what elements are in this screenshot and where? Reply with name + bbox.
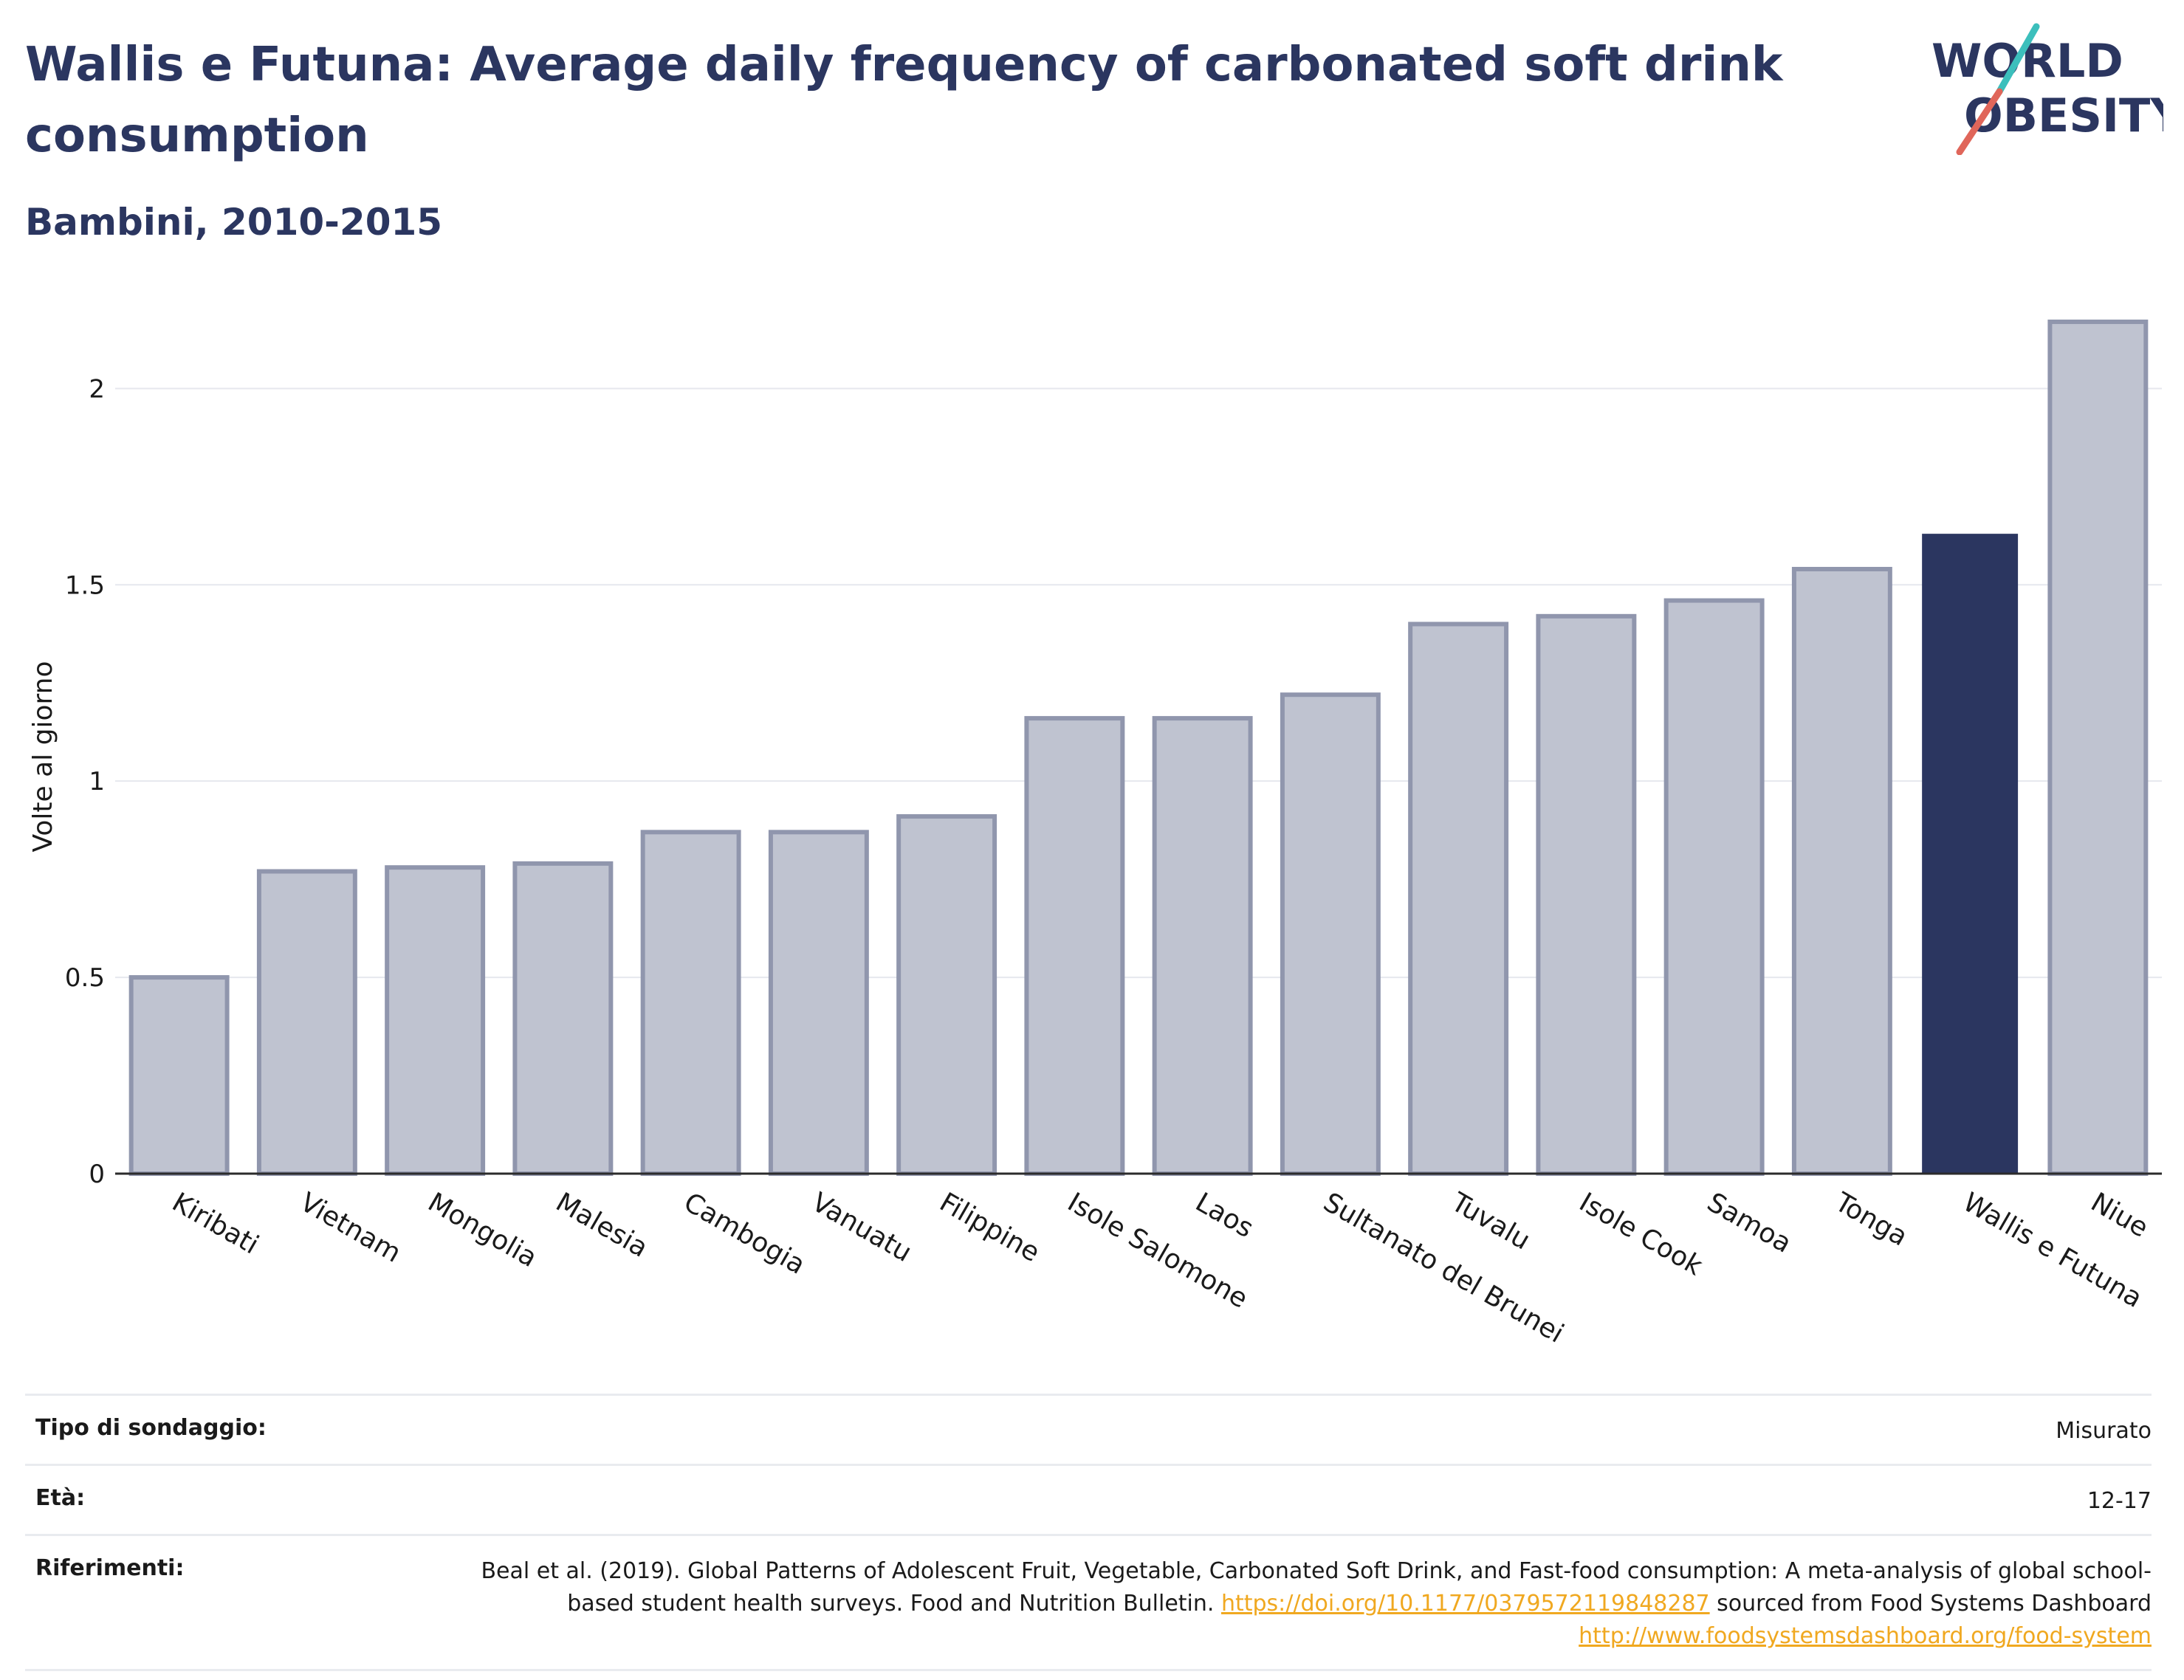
x-tick-label: Sultanato del Brunei	[1318, 1187, 1568, 1349]
metadata-table: Tipo di sondaggio: Misurato Età: 12-17 R…	[25, 1394, 2152, 1671]
age-value: 12-17	[2087, 1488, 2152, 1514]
y-tick-label: 1.5	[65, 571, 105, 600]
bar	[1024, 716, 1125, 1176]
bar	[2047, 319, 2149, 1176]
bar	[1663, 598, 1765, 1176]
meta-row-survey-type: Tipo di sondaggio: Misurato	[25, 1394, 2152, 1464]
bar	[256, 869, 357, 1176]
y-tick-label: 2	[89, 374, 105, 404]
x-tick-labels: Kiribati Vietnam Mongolia Malesia CambogiaVa…	[167, 1187, 2153, 1349]
x-tick-label: Malesia	[551, 1187, 653, 1264]
x-tick-label: Vietnam	[295, 1187, 405, 1269]
meta-row-age: Età: 12-17	[25, 1464, 2152, 1534]
references-value: Beal et al. (2019). Global Patterns of A…	[453, 1555, 2152, 1653]
x-tick-label: Tonga	[1830, 1187, 1913, 1253]
bar	[1152, 716, 1253, 1176]
y-axis-label: Volte al giorno	[28, 661, 58, 853]
x-tick-label: Tuvalu	[1446, 1187, 1535, 1256]
logo-slash-red	[1956, 88, 2003, 155]
references-text-2: sourced from Food Systems Dashboard	[1709, 1591, 2152, 1617]
x-tick-label: Niue	[2086, 1187, 2153, 1243]
y-tick-labels: 0 0.5 1 1.5 2	[65, 374, 105, 1189]
bar	[1408, 622, 1509, 1177]
x-tick-label: Cambogia	[679, 1187, 810, 1281]
age-label: Età:	[35, 1485, 86, 1511]
x-tick-label: Kiribati	[167, 1187, 264, 1260]
logo-slash-teal	[1996, 23, 2040, 95]
meta-row-references: Riferimenti: Beal et al. (2019). Global …	[25, 1534, 2152, 1671]
y-tick-label: 1	[89, 767, 105, 796]
chart-title: Wallis e Futuna: Average daily frequency…	[25, 38, 1783, 163]
references-text-1: Beal et al. (2019). Global Patterns of A…	[481, 1558, 2152, 1617]
x-tick-label: Filippine	[935, 1187, 1045, 1268]
bar	[896, 814, 997, 1177]
x-tick-label: Samoa	[1702, 1187, 1796, 1259]
y-tick-label: 0	[89, 1160, 105, 1189]
world-obesity-logo: WORLD OBESITY	[1931, 23, 2163, 155]
bars	[128, 319, 2149, 1177]
doi-link[interactable]: https://doi.org/10.1177/0379572119848287	[1220, 1591, 1710, 1617]
bar	[640, 830, 741, 1176]
x-tick-label: Laos	[1190, 1187, 1258, 1244]
bar-chart: 0 0.5 1 1.5 2 Kiribati Vietnam Mongolia Malesia…	[28, 319, 2162, 1349]
bar	[1536, 613, 1637, 1176]
x-tick-label: Vanuatu	[806, 1187, 916, 1268]
x-tick-label: Isole Cook	[1574, 1187, 1708, 1281]
chart-subtitle: Bambini, 2010-2015	[25, 201, 443, 244]
survey-type-label: Tipo di sondaggio:	[35, 1415, 267, 1441]
x-tick-label: Mongolia	[423, 1187, 543, 1273]
bar	[1791, 567, 1892, 1176]
references-label: Riferimenti:	[35, 1555, 185, 1581]
bar	[385, 865, 486, 1176]
bar	[128, 975, 230, 1176]
bar	[768, 830, 869, 1176]
y-tick-label: 0.5	[65, 963, 105, 993]
bar	[1280, 692, 1381, 1176]
bar	[512, 861, 614, 1176]
bar-highlighted	[1922, 534, 2019, 1174]
survey-type-value: Misurato	[2056, 1418, 2152, 1444]
food-systems-link[interactable]: http://www.foodsystemsdashboard.org/food…	[1579, 1623, 2152, 1649]
